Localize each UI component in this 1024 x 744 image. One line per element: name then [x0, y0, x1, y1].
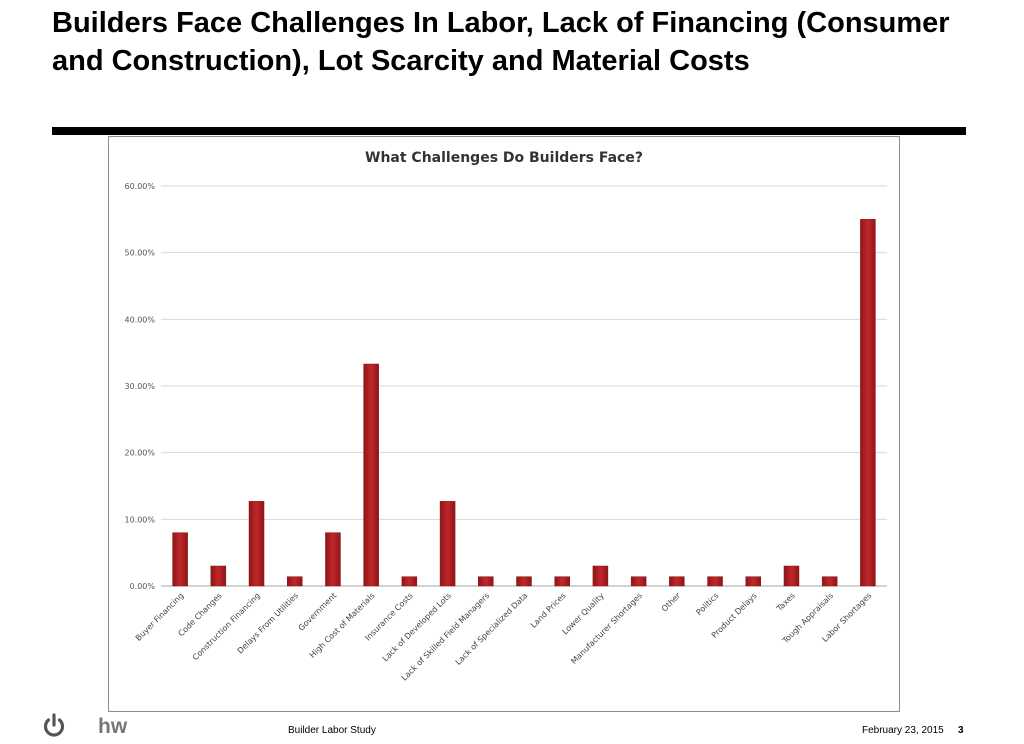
power-icon [43, 713, 65, 737]
x-tick-label: Manufacturer Shortages [569, 591, 644, 666]
y-tick-label: 10.00% [124, 515, 155, 524]
x-tick-label: Lack of Developed Lots [381, 591, 453, 663]
bar [783, 565, 800, 587]
bar [516, 576, 532, 587]
x-tick-label: High Cost of Materials [308, 591, 377, 660]
bar [439, 501, 456, 587]
footer-study-name: Builder Labor Study [288, 725, 376, 736]
x-tick-label: Buyer Financing [134, 591, 186, 643]
bar-chart: 0.00% 10.00% 20.00% 30.00% 40.00% 50.00% 60.00… [124, 182, 887, 683]
bar [478, 576, 494, 587]
bar [210, 565, 227, 587]
bar [554, 576, 570, 587]
slide-title: Builders Face Challenges In Labor, Lack … [52, 7, 950, 77]
y-tick-label: 50.00% [124, 249, 155, 258]
chart-frame: What Challenges Do Builders Face? 0.00% 1… [108, 136, 900, 712]
y-tick-label: 0.00% [130, 582, 156, 591]
bar [172, 532, 188, 587]
bar [669, 576, 685, 587]
x-tick-label: Taxes [774, 591, 797, 614]
y-tick-label: 40.00% [124, 315, 155, 324]
y-tick-label: 60.00% [124, 182, 155, 191]
x-tick-label: Lack of Specialized Data [454, 591, 530, 667]
x-tick-label: Construction Financing [191, 591, 262, 662]
footer-page-number: 3 [958, 725, 964, 736]
x-tick-label: Government [297, 591, 339, 633]
x-tick-label: Other [660, 591, 683, 614]
bar [248, 501, 265, 587]
footer-logo: hw [40, 711, 150, 739]
bar [592, 565, 609, 587]
bar [363, 363, 379, 587]
bar [325, 532, 341, 587]
bar [630, 576, 647, 587]
logo-text: hw [98, 715, 128, 738]
y-tick-label: 30.00% [124, 382, 155, 391]
bar [745, 576, 762, 587]
x-tick-label: Land Prices [529, 591, 568, 630]
bar [401, 576, 418, 587]
x-tick-label: Politics [694, 591, 720, 617]
bar [860, 219, 876, 587]
bar [821, 576, 838, 587]
y-tick-label: 20.00% [124, 449, 155, 458]
bar [707, 576, 723, 587]
title-divider [52, 127, 966, 135]
bar [286, 576, 303, 587]
footer-date: February 23, 2015 [862, 725, 944, 736]
chart-title: What Challenges Do Builders Face? [365, 150, 643, 166]
